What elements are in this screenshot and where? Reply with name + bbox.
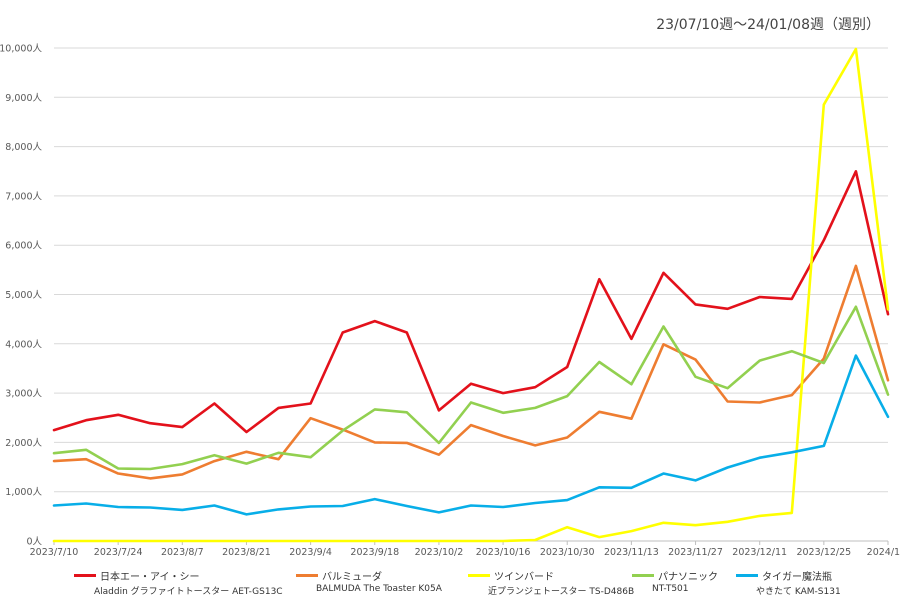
y-tick-label: 1,000人 [5,487,42,498]
x-tick-label: 2023/8/7 [161,547,204,558]
legend-item-0: 日本エー・アイ・シー [74,568,200,583]
legend-label: バルミューダ [322,572,382,583]
series-line-3 [52,305,890,471]
legend-swatch [632,574,654,577]
y-tick-label: 5,000人 [5,290,42,301]
legend-product-label: Aladdin グラファイトトースター AET-GS13C [94,587,283,597]
y-tick-label: 4,000人 [5,339,42,350]
y-tick-label: 6,000人 [5,241,42,252]
legend-product-label: BALMUDA The Toaster K05A [316,584,442,594]
legend-swatch [468,574,490,577]
y-tick-label: 2,000人 [5,438,42,449]
chart-subtitle: 23/07/10週～24/01/08週（週別） [656,17,880,33]
legend-label: パナソニック [658,572,718,583]
legend-label: ツインバード [494,572,554,583]
series-line-0 [52,170,890,434]
legend-label: 日本エー・アイ・シー [100,572,200,583]
legend-swatch [74,574,96,577]
x-tick-label: 2023/12/11 [732,547,787,558]
x-tick-label: 2023/10/16 [476,547,531,558]
x-tick-label: 2023/7/10 [30,547,79,558]
series-line-2 [52,47,890,543]
y-tick-label: 0人 [26,537,42,548]
legend-swatch [736,574,758,577]
legend-item-1: バルミューダ [296,568,382,583]
chart-legend: 日本エー・アイ・シー Aladdin グラファイトトースター AET-GS13C バ… [0,568,900,600]
x-tick-label: 2023/11/27 [668,547,723,558]
x-tick-label: 2023/11/13 [604,547,659,558]
x-tick-label: 2023/12/25 [796,547,851,558]
y-tick-label: 10,000人 [0,44,42,55]
y-tick-label: 8,000人 [5,142,42,153]
legend-item-2: ツインバード [468,568,554,583]
series-line-4 [52,354,890,516]
x-tick-label: 2023/10/30 [540,547,595,558]
legend-item-4: タイガー魔法瓶 [736,568,832,583]
x-tick-label: 2023/7/24 [94,547,143,558]
x-tick-label: 2023/8/21 [222,547,271,558]
legend-label: タイガー魔法瓶 [762,572,832,583]
legend-product-label: やきたて KAM-S131 [756,587,841,597]
line-chart: 0人 1,000人 2,000人 3,000人 4,000人 5,000人 6,000人 7,… [0,44,900,559]
x-tick-label: 2023/10/2 [415,547,464,558]
x-tick-label: 2023/9/4 [289,547,332,558]
legend-product-label: 近プランジェトースター TS-D486B [488,587,635,597]
legend-item-3: パナソニック [632,568,718,583]
y-tick-label: 7,000人 [5,191,42,202]
y-tick-label: 3,000人 [5,389,42,400]
series-line-1 [52,264,890,480]
x-tick-label: 2023/9/18 [350,547,399,558]
y-tick-label: 9,000人 [5,93,42,104]
legend-swatch [296,574,318,577]
x-tick-label: 2024/1/8 [867,547,900,558]
legend-product-label: NT-T501 [652,584,689,594]
